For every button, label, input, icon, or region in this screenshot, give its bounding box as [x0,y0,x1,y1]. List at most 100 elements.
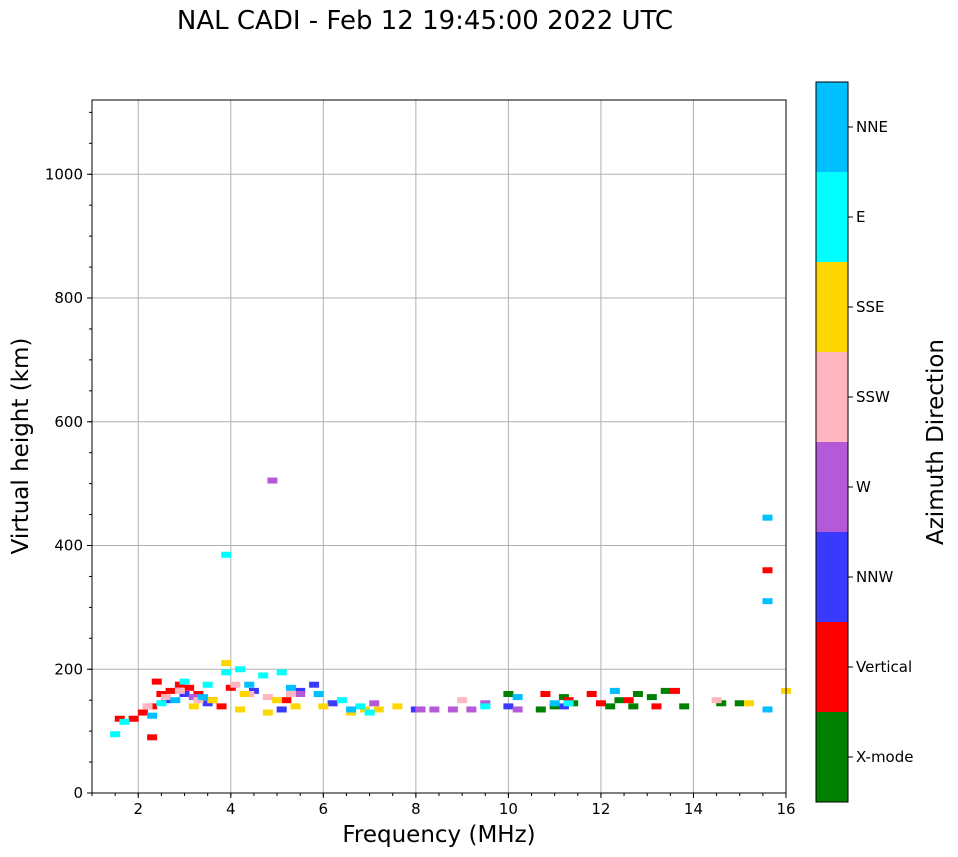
data-point [605,703,616,710]
colorbar-label-vertical: Vertical [856,658,912,676]
data-point [221,660,232,667]
colorbar-swatch [816,532,848,622]
data-point [535,706,546,713]
data-point [336,697,347,704]
data-point [276,669,287,676]
colorbar-label-ssw: SSW [856,388,890,406]
data-point [318,703,329,710]
data-point [623,697,634,704]
data-point [743,700,754,707]
data-point [137,709,148,716]
x-tick-label: 2 [133,800,143,818]
data-point [609,687,620,694]
data-point [679,703,690,710]
data-point [558,703,569,710]
data-point [262,694,273,701]
data-point [161,694,172,701]
data-point [734,700,745,707]
data-point [563,700,574,707]
x-axis: 2 4 6 8 10 12 14 16 [91,793,796,818]
data-point [614,697,625,704]
y-tick-label: 200 [54,660,83,678]
data-point [373,706,384,713]
data-point [202,681,213,688]
data-point [295,687,306,694]
colorbar-swatch [816,82,848,172]
data-point [285,684,296,691]
x-tick-label: 12 [591,800,610,818]
data-point [364,709,375,716]
data-point [110,731,121,738]
data-point [193,691,204,697]
y-axis-label: Virtual height (km) [8,338,34,555]
data-point [262,709,273,716]
y-axis: 0 200 400 600 800 1000 [45,111,92,802]
data-point [179,678,190,685]
data-point [313,691,324,697]
data-point [216,703,227,710]
data-point [267,477,278,484]
data-point [447,706,458,713]
colorbar-frame [815,81,849,803]
data-point [221,551,232,558]
data-point [188,694,199,701]
x-tick-label: 4 [226,800,236,818]
data-point [632,691,643,697]
data-point [512,706,523,713]
colorbar-swatch [816,172,848,262]
grid-lines [92,100,787,794]
data-point [147,712,158,719]
colorbar-label-sse: SSE [856,298,885,316]
colorbar: X-mode Vertical NNW W SSW SSE E NNE [815,81,913,803]
data-point [429,706,440,713]
data-point [258,672,269,679]
data-point [716,700,727,707]
data-point [174,687,185,694]
data-point [359,706,370,713]
data-point [207,697,218,704]
chart-title: NAL CADI - Feb 12 19:45:00 2022 UTC [176,6,674,36]
data-point [198,694,209,701]
data-point [503,703,514,710]
data-point [230,681,241,688]
data-point [346,709,357,716]
data-point [651,703,662,710]
y-tick-label: 600 [54,413,83,431]
y-tick-label: 1000 [45,165,83,183]
data-point [156,691,167,697]
data-point [161,697,172,704]
data-point [628,703,639,710]
data-point [179,691,190,697]
data-point [165,687,176,694]
data-point [392,703,403,710]
data-point [221,669,232,676]
data-point [762,514,773,521]
data-point [147,734,158,741]
plot-frame [91,99,787,794]
x-tick-label: 8 [411,800,421,818]
data-point [276,706,287,713]
data-point [327,700,338,707]
x-axis-label: Frequency (MHz) [342,822,535,848]
data-point [563,697,574,704]
y-tick-label: 0 [73,784,83,802]
data-point [549,700,560,707]
colorbar-swatch [816,352,848,442]
data-point [711,697,722,704]
x-tick-label: 6 [319,800,329,818]
data-point [174,681,185,688]
data-point [170,697,181,704]
data-point [119,718,130,725]
data-point [480,703,491,710]
data-point [595,700,606,707]
colorbar-swatch [816,262,848,352]
data-point [184,684,195,691]
data-point [244,681,255,688]
colorbar-label-nnw: NNW [856,568,893,586]
data-point [285,691,296,697]
data-point [225,684,236,691]
data-point [369,700,380,707]
y-tick-label: 400 [54,537,83,555]
data-point [281,697,292,704]
